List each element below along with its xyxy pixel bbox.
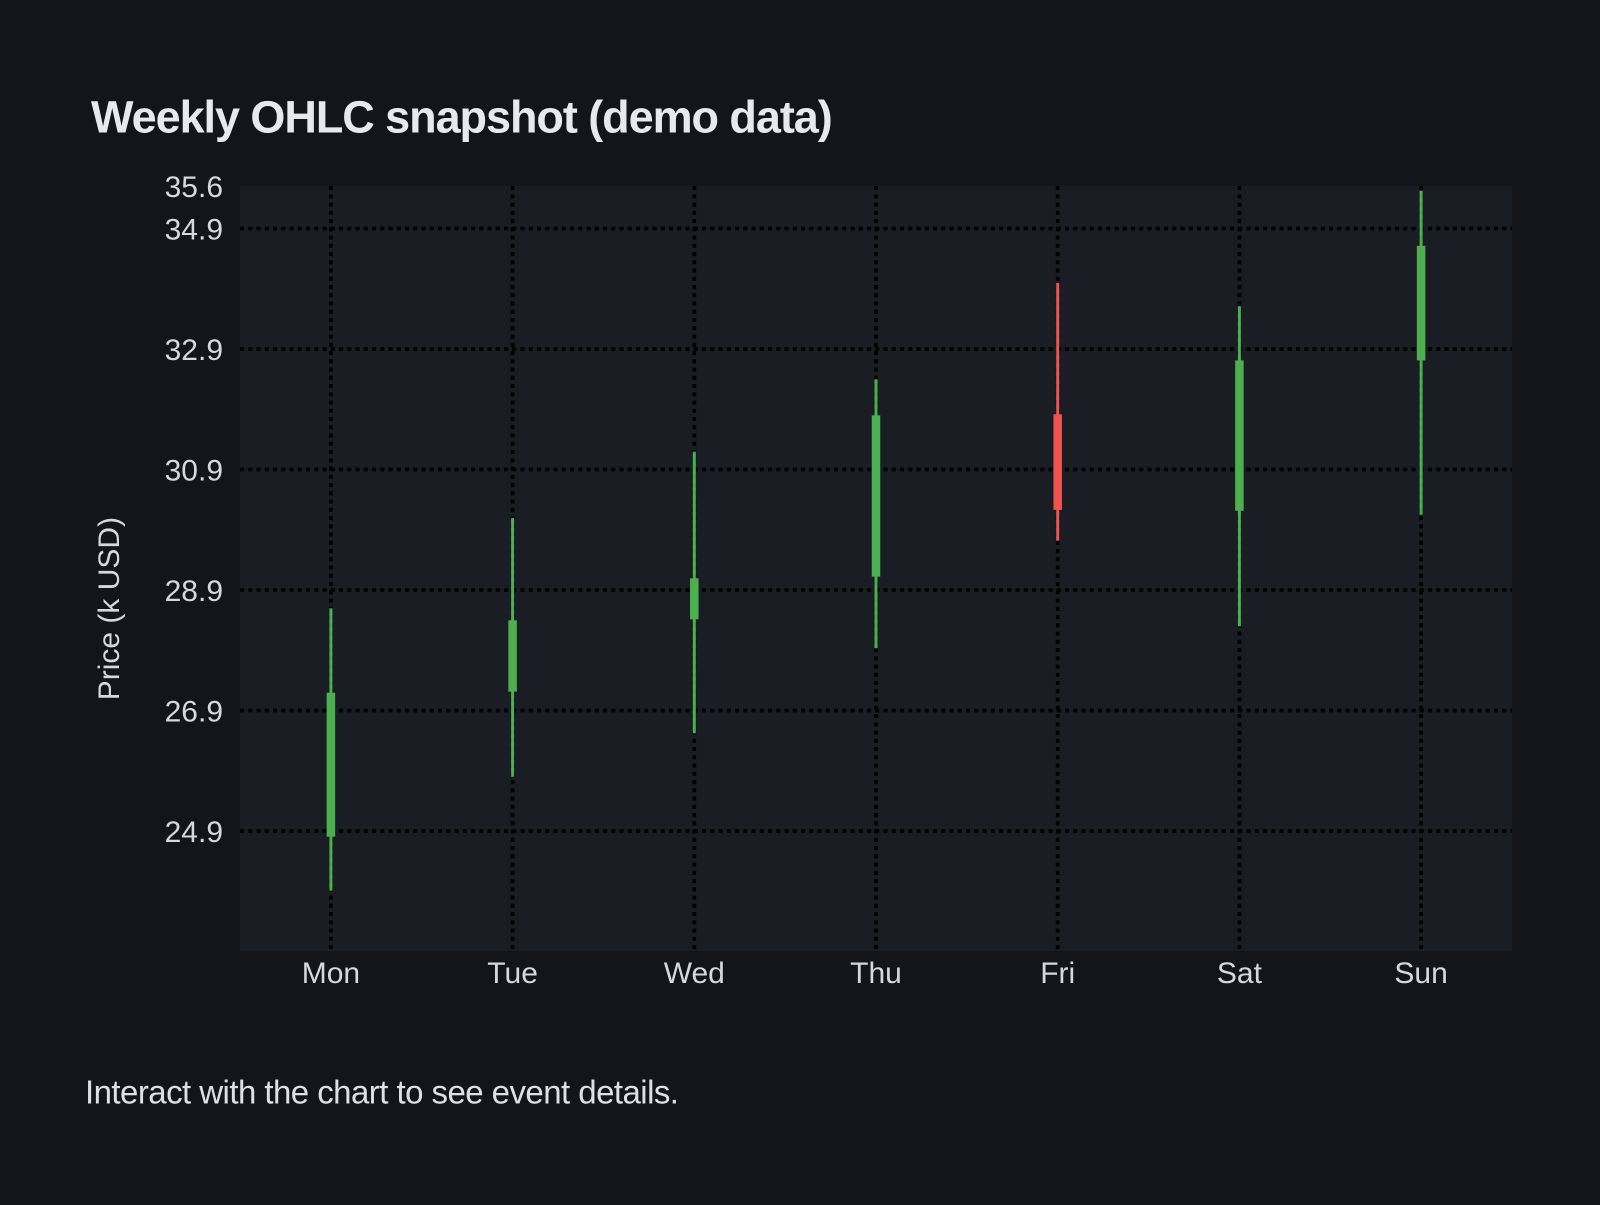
svg-text:Weekly OHLC snapshot (demo dat: Weekly OHLC snapshot (demo data): [91, 92, 832, 143]
svg-text:Sat: Sat: [1217, 957, 1263, 990]
svg-text:35.6: 35.6: [165, 171, 223, 204]
svg-text:Fri: Fri: [1040, 957, 1075, 990]
svg-text:Interact with the chart to see: Interact with the chart to see event det…: [85, 1074, 678, 1111]
svg-text:Mon: Mon: [302, 957, 360, 990]
svg-text:Sun: Sun: [1394, 957, 1447, 990]
svg-text:Price (k USD): Price (k USD): [93, 517, 126, 700]
svg-text:26.9: 26.9: [165, 695, 223, 728]
svg-text:Wed: Wed: [664, 957, 725, 990]
svg-text:30.9: 30.9: [165, 454, 223, 487]
svg-text:Thu: Thu: [850, 957, 902, 990]
svg-text:34.9: 34.9: [165, 213, 223, 246]
svg-text:32.9: 32.9: [165, 334, 223, 367]
svg-text:Tue: Tue: [487, 957, 538, 990]
svg-text:28.9: 28.9: [165, 575, 223, 608]
svg-text:24.9: 24.9: [165, 816, 223, 849]
